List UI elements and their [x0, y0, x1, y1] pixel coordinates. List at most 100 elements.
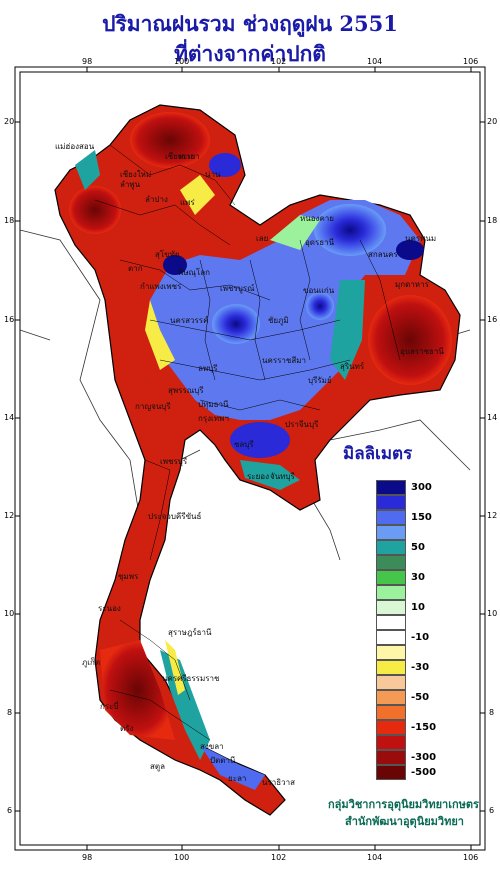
lat-tick-label: 10 — [487, 609, 498, 618]
legend-swatch — [376, 510, 406, 525]
legend-swatch — [376, 540, 406, 555]
place-label: ระยอง — [247, 472, 269, 481]
legend-swatch — [376, 675, 406, 690]
place-label: แม่ฮ่องสอน — [55, 142, 95, 151]
legend-label: -150 — [411, 722, 437, 733]
place-label: ตรัง — [120, 724, 134, 733]
lon-tick-label: 106 — [463, 853, 479, 862]
lat-tick-label: 20 — [487, 117, 498, 126]
legend-swatch — [376, 690, 406, 705]
lon-tick-label: 100 — [174, 57, 190, 66]
legend-label: -300 — [411, 752, 437, 763]
place-label: ยะลา — [228, 774, 247, 783]
map-title: ปริมาณฝนรวม ช่วงฤดูฝน 2551 — [102, 11, 398, 36]
lat-tick-label: 20 — [4, 117, 15, 126]
place-label: ปราจีนบุรี — [285, 420, 319, 429]
legend-swatch — [376, 615, 406, 630]
lat-tick-label: 6 — [489, 806, 495, 815]
place-label: หนองคาย — [300, 214, 334, 223]
place-label: สุราษฎร์ธานี — [168, 628, 212, 637]
place-label: เชียงใหม่ — [120, 170, 152, 179]
legend-swatch — [376, 765, 406, 780]
legend-label: -50 — [411, 692, 430, 703]
legend-swatch — [376, 705, 406, 720]
place-label: กำแพงเพชร — [140, 282, 182, 291]
lat-tick-label: 8 — [489, 708, 495, 717]
legend-swatch — [376, 720, 406, 735]
lat-tick-label: 6 — [7, 806, 13, 815]
place-label: ลำพูน — [120, 180, 141, 189]
legend-swatch — [376, 645, 406, 660]
lon-tick-label: 106 — [463, 57, 479, 66]
place-label: พิษณุโลก — [178, 268, 211, 277]
province-boundaries — [94, 144, 401, 741]
place-label: ประจวบคีรีขันธ์ — [148, 512, 202, 521]
place-label: เลย — [256, 234, 269, 243]
place-label: สตูล — [150, 762, 165, 771]
place-label: สุพรรณบุรี — [168, 386, 204, 395]
legend-swatch — [376, 570, 406, 585]
legend-swatch — [376, 750, 406, 765]
legend-title: มิลลิเมตร — [343, 444, 413, 464]
place-label: ภูเก็ต — [82, 658, 101, 667]
lon-tick-label: 102 — [271, 57, 287, 66]
legend-label: 50 — [411, 542, 425, 553]
lat-tick-label: 12 — [487, 511, 498, 520]
place-label: เชียงราย — [165, 152, 196, 161]
lat-tick-label: 16 — [4, 315, 15, 324]
place-label: นครศรีธรรมราช — [162, 674, 220, 683]
legend-swatch — [376, 630, 406, 645]
legend-swatch — [376, 555, 406, 570]
legend-label: 150 — [411, 512, 432, 523]
place-label: ลพบุรี — [198, 364, 218, 373]
place-label: จันทบุรี — [270, 472, 295, 481]
legend-swatch — [376, 735, 406, 750]
place-label: นราธิวาส — [262, 778, 296, 787]
legend-label: -500 — [411, 767, 437, 778]
credit-line-1: กลุ่มวิชาการอุตุนิยมวิทยาเกษตร — [328, 798, 479, 811]
place-label: กาญจนบุรี — [135, 402, 171, 411]
lat-tick-label: 18 — [4, 216, 15, 225]
place-label: ตาก — [128, 264, 143, 273]
legend-swatch — [376, 480, 406, 495]
place-label: อุดรธานี — [305, 238, 335, 247]
legend-swatch — [376, 660, 406, 675]
place-label: ระนอง — [98, 604, 121, 613]
legend-label: 30 — [411, 572, 425, 583]
legend-swatch — [376, 585, 406, 600]
place-label: ขอนแก่น — [303, 286, 335, 295]
place-label: ชัยภูมิ — [268, 316, 289, 325]
place-label: ปัตตานี — [210, 756, 236, 765]
lat-tick-label: 18 — [487, 216, 498, 225]
lon-tick-label: 104 — [367, 57, 383, 66]
lon-tick-label: 100 — [174, 853, 190, 862]
lon-tick-label: 98 — [82, 57, 93, 66]
place-label: สุโขทัย — [155, 250, 180, 259]
place-label: พะเยา — [178, 152, 200, 161]
place-label: ปทุมธานี — [198, 400, 229, 409]
place-label: กระบี่ — [100, 702, 119, 711]
place-label: อุบลราชธานี — [400, 347, 444, 356]
legend-label: 300 — [411, 482, 432, 493]
legend-label: -30 — [411, 662, 430, 673]
place-label: สุรินทร์ — [340, 362, 365, 371]
place-label: กรุงเทพฯ — [198, 414, 229, 423]
place-label: เพชรบูรณ์ — [220, 284, 255, 293]
place-label: สกลนคร — [368, 250, 398, 259]
lon-tick-label: 104 — [367, 853, 383, 862]
place-label: ชุมพร — [118, 572, 139, 581]
place-label: เพชรบุรี — [160, 457, 188, 466]
place-label: บุรีรัมย์ — [308, 376, 332, 385]
lat-tick-label: 12 — [4, 511, 15, 520]
place-label: นครพนม — [405, 234, 437, 243]
legend-swatch — [376, 525, 406, 540]
lat-tick-label: 16 — [487, 315, 498, 324]
lon-tick-label: 98 — [82, 853, 93, 862]
lat-tick-label: 8 — [7, 708, 13, 717]
legend-swatch — [376, 495, 406, 510]
lat-tick-label: 14 — [487, 413, 498, 422]
legend-label: 10 — [411, 602, 425, 613]
lat-tick-label: 14 — [4, 413, 15, 422]
place-label: แพร่ — [180, 198, 195, 207]
